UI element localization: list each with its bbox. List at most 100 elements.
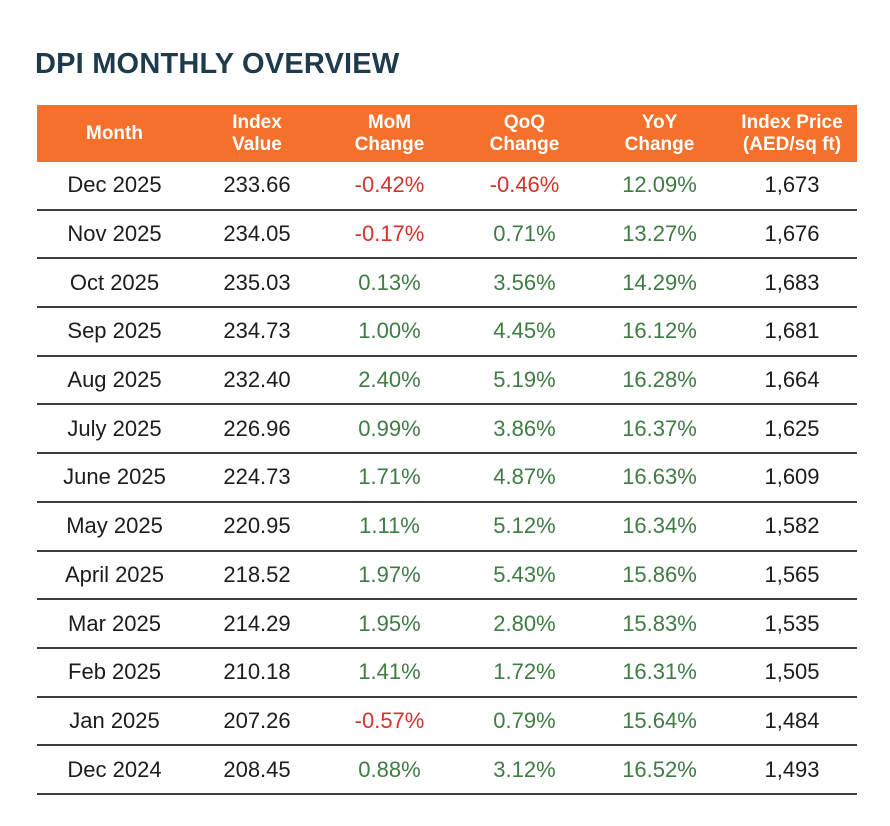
cell-yoy-change: 12.09% bbox=[592, 162, 727, 211]
cell-month: Oct 2025 bbox=[37, 258, 192, 309]
cell-yoy-change: 13.27% bbox=[592, 209, 727, 260]
cell-index-price: 1,505 bbox=[727, 647, 857, 698]
table-row: Sep 2025 234.73 1.00% 4.45% 16.12% 1,681 bbox=[37, 307, 857, 357]
cell-qoq-change: 5.43% bbox=[457, 550, 592, 601]
column-header-month: Month bbox=[37, 105, 192, 162]
cell-index-price: 1,664 bbox=[727, 355, 857, 406]
table-row: April 2025 218.52 1.97% 5.43% 15.86% 1,5… bbox=[37, 550, 857, 601]
cell-index-value: 218.52 bbox=[192, 550, 322, 601]
cell-qoq-change: 0.79% bbox=[457, 696, 592, 747]
cell-month: April 2025 bbox=[37, 550, 192, 601]
cell-mom-change: 1.11% bbox=[322, 501, 457, 552]
cell-index-value: 214.29 bbox=[192, 599, 322, 649]
cell-mom-change: 1.97% bbox=[322, 550, 457, 601]
column-header-index-price: Index Price (AED/sq ft) bbox=[727, 105, 857, 162]
cell-yoy-change: 16.37% bbox=[592, 404, 727, 455]
cell-mom-change: 1.71% bbox=[322, 453, 457, 503]
cell-yoy-change: 16.12% bbox=[592, 307, 727, 357]
column-header-mom-change: MoM Change bbox=[322, 105, 457, 162]
cell-qoq-change: 4.87% bbox=[457, 453, 592, 503]
cell-yoy-change: 15.83% bbox=[592, 599, 727, 649]
cell-month: Feb 2025 bbox=[37, 647, 192, 698]
table-row: Dec 2024 208.45 0.88% 3.12% 16.52% 1,493 bbox=[37, 745, 857, 795]
cell-index-price: 1,681 bbox=[727, 307, 857, 357]
cell-yoy-change: 14.29% bbox=[592, 258, 727, 309]
cell-qoq-change: 5.19% bbox=[457, 355, 592, 406]
cell-index-price: 1,683 bbox=[727, 258, 857, 309]
cell-mom-change: -0.17% bbox=[322, 209, 457, 260]
cell-qoq-change: 0.71% bbox=[457, 209, 592, 260]
cell-mom-change: -0.57% bbox=[322, 696, 457, 747]
cell-index-value: 224.73 bbox=[192, 453, 322, 503]
cell-yoy-change: 16.63% bbox=[592, 453, 727, 503]
table-row: July 2025 226.96 0.99% 3.86% 16.37% 1,62… bbox=[37, 404, 857, 455]
cell-index-price: 1,565 bbox=[727, 550, 857, 601]
table-header-row: Month Index Value MoM Change QoQ Change … bbox=[37, 105, 857, 162]
cell-month: May 2025 bbox=[37, 501, 192, 552]
cell-index-price: 1,582 bbox=[727, 501, 857, 552]
cell-month: Dec 2024 bbox=[37, 745, 192, 795]
cell-mom-change: 0.88% bbox=[322, 745, 457, 795]
cell-index-price: 1,484 bbox=[727, 696, 857, 747]
cell-yoy-change: 15.64% bbox=[592, 696, 727, 747]
cell-index-price: 1,625 bbox=[727, 404, 857, 455]
cell-mom-change: 1.41% bbox=[322, 647, 457, 698]
cell-qoq-change: 2.80% bbox=[457, 599, 592, 649]
cell-mom-change: 1.95% bbox=[322, 599, 457, 649]
cell-month: June 2025 bbox=[37, 453, 192, 503]
column-header-qoq-change: QoQ Change bbox=[457, 105, 592, 162]
cell-index-price: 1,535 bbox=[727, 599, 857, 649]
cell-index-value: 220.95 bbox=[192, 501, 322, 552]
cell-qoq-change: 3.56% bbox=[457, 258, 592, 309]
cell-mom-change: 0.13% bbox=[322, 258, 457, 309]
cell-month: Dec 2025 bbox=[37, 162, 192, 211]
cell-month: Sep 2025 bbox=[37, 307, 192, 357]
cell-index-value: 232.40 bbox=[192, 355, 322, 406]
cell-month: July 2025 bbox=[37, 404, 192, 455]
table-row: Oct 2025 235.03 0.13% 3.56% 14.29% 1,683 bbox=[37, 258, 857, 309]
cell-qoq-change: 1.72% bbox=[457, 647, 592, 698]
cell-mom-change: 1.00% bbox=[322, 307, 457, 357]
cell-index-price: 1,673 bbox=[727, 162, 857, 211]
cell-qoq-change: 4.45% bbox=[457, 307, 592, 357]
cell-yoy-change: 16.52% bbox=[592, 745, 727, 795]
cell-index-price: 1,493 bbox=[727, 745, 857, 795]
cell-qoq-change: 3.86% bbox=[457, 404, 592, 455]
page-title: DPI MONTHLY OVERVIEW bbox=[35, 48, 400, 80]
table-row: May 2025 220.95 1.11% 5.12% 16.34% 1,582 bbox=[37, 501, 857, 552]
table-row: Mar 2025 214.29 1.95% 2.80% 15.83% 1,535 bbox=[37, 599, 857, 649]
cell-qoq-change: -0.46% bbox=[457, 162, 592, 211]
cell-index-value: 234.05 bbox=[192, 209, 322, 260]
table-row: Feb 2025 210.18 1.41% 1.72% 16.31% 1,505 bbox=[37, 647, 857, 698]
cell-index-value: 226.96 bbox=[192, 404, 322, 455]
cell-index-value: 233.66 bbox=[192, 162, 322, 211]
table-row: Nov 2025 234.05 -0.17% 0.71% 13.27% 1,67… bbox=[37, 209, 857, 260]
cell-yoy-change: 16.31% bbox=[592, 647, 727, 698]
cell-month: Mar 2025 bbox=[37, 599, 192, 649]
cell-index-price: 1,609 bbox=[727, 453, 857, 503]
cell-index-value: 235.03 bbox=[192, 258, 322, 309]
cell-mom-change: 0.99% bbox=[322, 404, 457, 455]
table-row: Jan 2025 207.26 -0.57% 0.79% 15.64% 1,48… bbox=[37, 696, 857, 747]
cell-index-value: 210.18 bbox=[192, 647, 322, 698]
cell-yoy-change: 16.34% bbox=[592, 501, 727, 552]
cell-index-value: 208.45 bbox=[192, 745, 322, 795]
column-header-yoy-change: YoY Change bbox=[592, 105, 727, 162]
cell-month: Jan 2025 bbox=[37, 696, 192, 747]
cell-month: Nov 2025 bbox=[37, 209, 192, 260]
cell-index-price: 1,676 bbox=[727, 209, 857, 260]
cell-month: Aug 2025 bbox=[37, 355, 192, 406]
cell-yoy-change: 15.86% bbox=[592, 550, 727, 601]
cell-qoq-change: 5.12% bbox=[457, 501, 592, 552]
table-row: Dec 2025 233.66 -0.42% -0.46% 12.09% 1,6… bbox=[37, 162, 857, 211]
cell-mom-change: -0.42% bbox=[322, 162, 457, 211]
cell-qoq-change: 3.12% bbox=[457, 745, 592, 795]
dpi-monthly-table: Month Index Value MoM Change QoQ Change … bbox=[37, 105, 857, 795]
cell-index-value: 207.26 bbox=[192, 696, 322, 747]
table-row: Aug 2025 232.40 2.40% 5.19% 16.28% 1,664 bbox=[37, 355, 857, 406]
cell-index-value: 234.73 bbox=[192, 307, 322, 357]
cell-yoy-change: 16.28% bbox=[592, 355, 727, 406]
cell-mom-change: 2.40% bbox=[322, 355, 457, 406]
column-header-index-value: Index Value bbox=[192, 105, 322, 162]
